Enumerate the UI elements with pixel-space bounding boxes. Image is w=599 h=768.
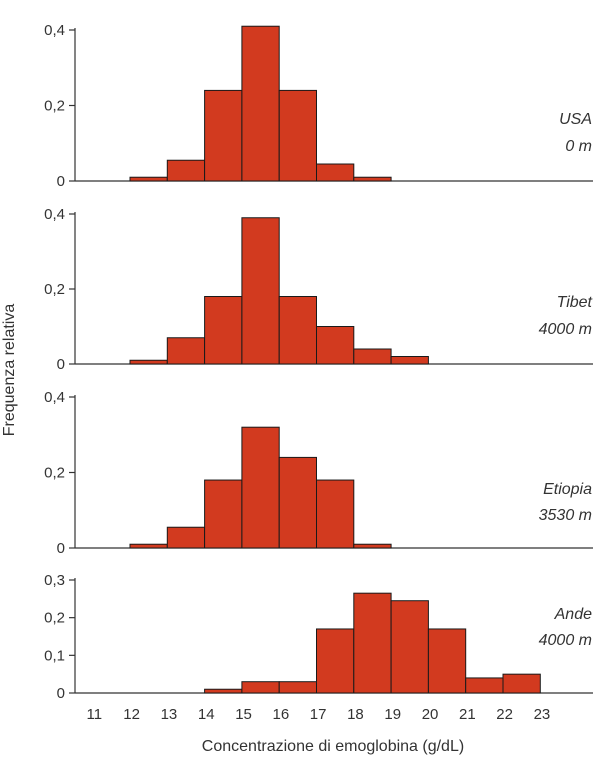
x-tick-label: 14 [198,706,215,723]
y-tick-label: 0,2 [44,98,65,115]
panel-altitude-label: 4000 m [539,632,592,649]
histogram-bar [316,628,355,694]
x-tick-label: 16 [273,706,290,723]
histogram-bar [465,677,504,694]
panel-altitude-label: 4000 m [539,321,592,338]
x-tick-label: 22 [496,706,513,723]
histogram-bar [390,356,429,365]
histogram-bar [204,479,243,549]
y-tick-label: 0,4 [44,206,65,223]
histogram-bar [316,479,355,549]
panel-region-label: Tibet [557,294,593,311]
histogram-bar [278,681,318,694]
x-axis-title: Concentrazione di emoglobina (g/dL) [202,738,464,755]
histogram-bar [278,89,318,182]
panel-region-label: Etiopia [543,481,592,498]
y-tick-label: 0 [57,685,65,702]
panel-altitude-label: 0 m [565,138,592,155]
histogram-bar [502,673,541,694]
x-tick-label: 13 [161,706,178,723]
x-tick-label: 21 [459,706,476,723]
histogram-bar [129,176,168,182]
histogram-bar [278,296,318,365]
histogram-bar [204,688,243,694]
histogram-bar [278,456,318,549]
y-tick-label: 0,2 [44,465,65,482]
x-tick-label: 11 [87,706,103,723]
panel-region-label: USA [559,111,592,128]
panel-region-label: Ande [554,606,592,623]
y-tick-label: 0,2 [44,281,65,298]
histogram-bar [166,526,206,549]
histogram-bar [390,600,429,694]
histogram-bar [353,592,392,694]
panel-tibet: 0 0,2 0,4 Tibet 4000 m [44,206,593,373]
panel-etiopia: 0 0,2 0,4 Etiopia 3530 m [44,389,593,557]
histogram-bar [204,296,243,365]
histogram-bar [241,426,280,549]
histogram-bar [427,628,467,694]
x-tick-label: 15 [235,706,252,723]
y-axis-title: Frequenza relativa [1,304,18,437]
histogram-bar [353,348,392,365]
histogram-bar [129,359,168,365]
histogram-bar [166,159,206,182]
y-tick-label: 0,2 [44,610,65,627]
histogram-bar [353,176,392,182]
panel-ande: 0 0,1 0,2 0,3 Ande 4000 m [44,572,593,702]
y-tick-label: 0,1 [44,647,65,664]
panel-usa: 0 0,2 0,4 USA 0 m [44,22,593,190]
x-tick-label: 19 [384,706,401,723]
x-tick-label: 12 [123,706,140,723]
histogram-bar [353,543,392,549]
x-tick-label: 17 [310,706,327,723]
y-tick-label: 0 [57,356,65,373]
histogram-bar [241,681,280,694]
histogram-bar [316,163,355,182]
y-tick-label: 0,3 [44,572,65,589]
y-tick-label: 0,4 [44,389,65,406]
x-tick-label: 20 [422,706,439,723]
y-tick-label: 0 [57,540,65,557]
y-tick-label: 0,4 [44,22,65,39]
histogram-bar [129,543,168,549]
histogram-bar [204,89,243,182]
y-tick-label: 0 [57,173,65,190]
histogram-bar [241,25,280,182]
x-tick-label: 18 [347,706,364,723]
histogram-bar [166,337,206,365]
histogram-bar [241,217,280,365]
histogram-bar [316,326,355,365]
panel-altitude-label: 3530 m [539,507,592,524]
x-tick-label: 23 [534,706,551,723]
